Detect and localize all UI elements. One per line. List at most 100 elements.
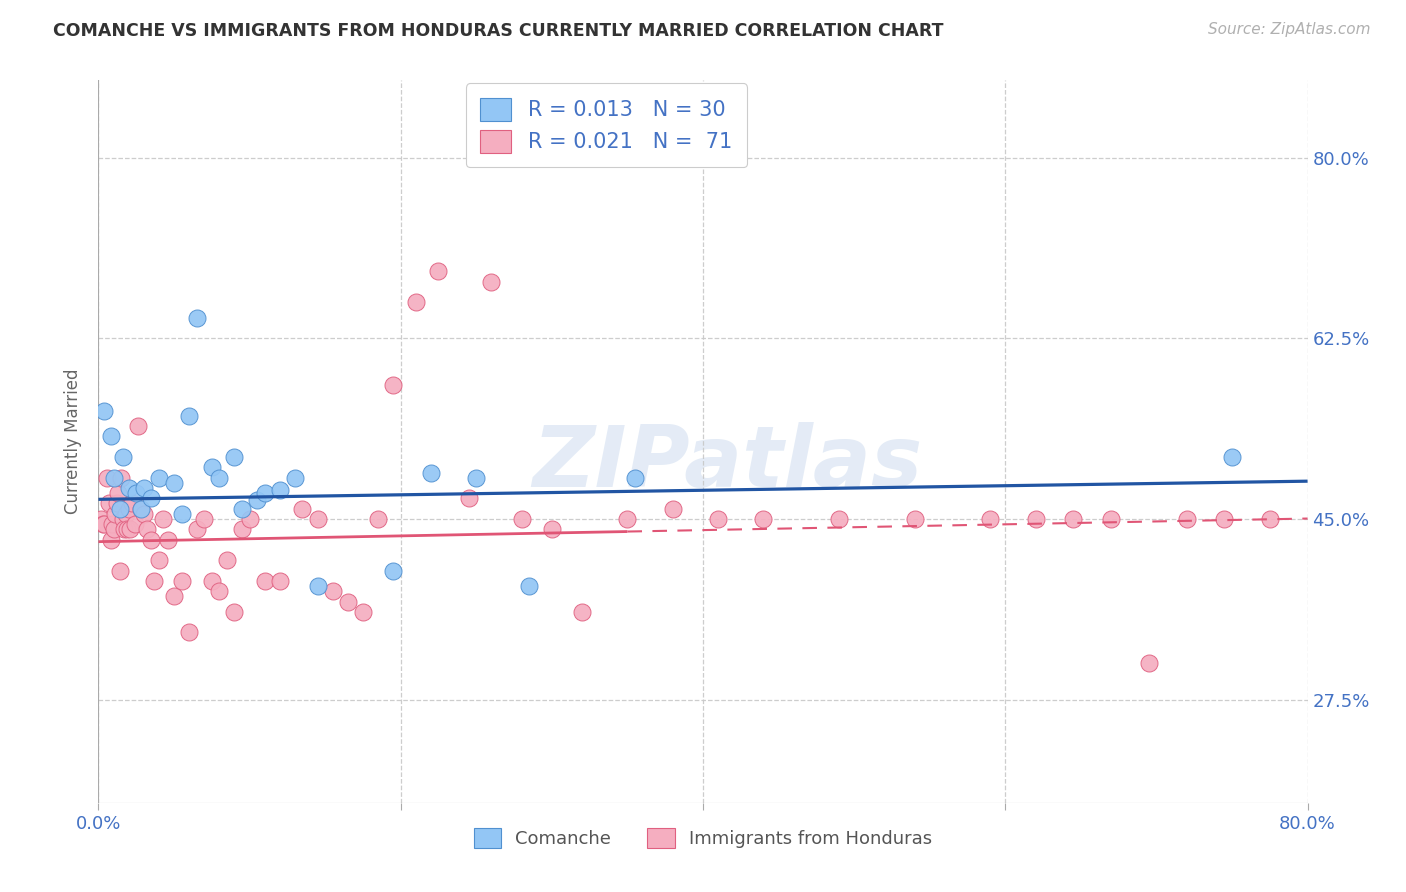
Point bbox=[90, 512, 112, 526]
Point bbox=[1220, 450, 1243, 464]
Point bbox=[752, 512, 775, 526]
Point bbox=[163, 475, 186, 490]
Point bbox=[127, 419, 149, 434]
Point bbox=[231, 522, 253, 536]
Point bbox=[105, 496, 128, 510]
Point bbox=[291, 501, 314, 516]
Point bbox=[382, 377, 405, 392]
Point bbox=[129, 501, 152, 516]
Point bbox=[208, 470, 231, 484]
Point bbox=[101, 517, 124, 532]
Text: ZIPatlas: ZIPatlas bbox=[531, 422, 922, 505]
Point bbox=[904, 512, 927, 526]
Point bbox=[1062, 512, 1084, 526]
Point bbox=[253, 574, 276, 588]
Point bbox=[107, 486, 129, 500]
Point bbox=[352, 605, 374, 619]
Point bbox=[1024, 512, 1046, 526]
Point bbox=[132, 507, 155, 521]
Point bbox=[1258, 512, 1281, 526]
Point bbox=[103, 470, 125, 484]
Point bbox=[239, 512, 262, 526]
Point bbox=[322, 584, 344, 599]
Point bbox=[148, 470, 170, 484]
Point bbox=[382, 564, 405, 578]
Point bbox=[93, 517, 115, 532]
Point bbox=[170, 574, 193, 588]
Point bbox=[616, 512, 638, 526]
Point bbox=[253, 486, 276, 500]
Point bbox=[1137, 657, 1160, 671]
Point bbox=[540, 522, 562, 536]
Point bbox=[100, 533, 122, 547]
Point bbox=[571, 605, 593, 619]
Point bbox=[224, 605, 246, 619]
Point bbox=[124, 517, 146, 532]
Point bbox=[465, 470, 488, 484]
Point bbox=[103, 522, 125, 536]
Point bbox=[208, 584, 231, 599]
Point bbox=[96, 470, 118, 484]
Point bbox=[1099, 512, 1122, 526]
Point bbox=[110, 470, 132, 484]
Point bbox=[104, 507, 127, 521]
Point bbox=[118, 481, 141, 495]
Point bbox=[336, 594, 359, 608]
Point bbox=[179, 625, 201, 640]
Point bbox=[120, 522, 142, 536]
Point bbox=[114, 507, 136, 521]
Text: COMANCHE VS IMMIGRANTS FROM HONDURAS CURRENTLY MARRIED CORRELATION CHART: COMANCHE VS IMMIGRANTS FROM HONDURAS CUR… bbox=[53, 22, 943, 40]
Point bbox=[132, 481, 155, 495]
Point bbox=[828, 512, 851, 526]
Point bbox=[170, 507, 193, 521]
Point bbox=[979, 512, 1001, 526]
Point bbox=[284, 470, 307, 484]
Point bbox=[179, 409, 201, 423]
Point bbox=[118, 501, 141, 516]
Text: Source: ZipAtlas.com: Source: ZipAtlas.com bbox=[1208, 22, 1371, 37]
Point bbox=[307, 579, 329, 593]
Point bbox=[481, 275, 503, 289]
Point bbox=[420, 466, 443, 480]
Point bbox=[148, 553, 170, 567]
Point bbox=[143, 574, 166, 588]
Point bbox=[269, 574, 291, 588]
Point bbox=[215, 553, 238, 567]
Point bbox=[510, 512, 533, 526]
Point bbox=[1213, 512, 1236, 526]
Point bbox=[121, 496, 143, 510]
Point bbox=[135, 522, 157, 536]
Y-axis label: Currently Married: Currently Married bbox=[65, 368, 83, 515]
Point bbox=[129, 501, 152, 516]
Point bbox=[115, 522, 138, 536]
Point bbox=[224, 450, 246, 464]
Point bbox=[246, 493, 269, 508]
Legend: Comanche, Immigrants from Honduras: Comanche, Immigrants from Honduras bbox=[467, 821, 939, 855]
Point bbox=[98, 496, 121, 510]
Point bbox=[141, 533, 163, 547]
Point bbox=[405, 295, 427, 310]
Point bbox=[367, 512, 389, 526]
Point bbox=[269, 483, 291, 497]
Point bbox=[1175, 512, 1198, 526]
Point bbox=[517, 579, 540, 593]
Point bbox=[125, 486, 148, 500]
Point bbox=[661, 501, 683, 516]
Point bbox=[100, 429, 122, 443]
Point bbox=[93, 403, 115, 417]
Point bbox=[111, 512, 134, 526]
Point bbox=[91, 517, 114, 532]
Point bbox=[156, 533, 179, 547]
Point bbox=[201, 460, 224, 475]
Point bbox=[112, 522, 135, 536]
Point bbox=[201, 574, 224, 588]
Point bbox=[193, 512, 215, 526]
Point bbox=[231, 501, 253, 516]
Point bbox=[624, 470, 647, 484]
Point bbox=[141, 491, 163, 506]
Point bbox=[108, 564, 131, 578]
Point bbox=[163, 590, 186, 604]
Point bbox=[108, 501, 131, 516]
Point bbox=[427, 264, 450, 278]
Point bbox=[307, 512, 329, 526]
